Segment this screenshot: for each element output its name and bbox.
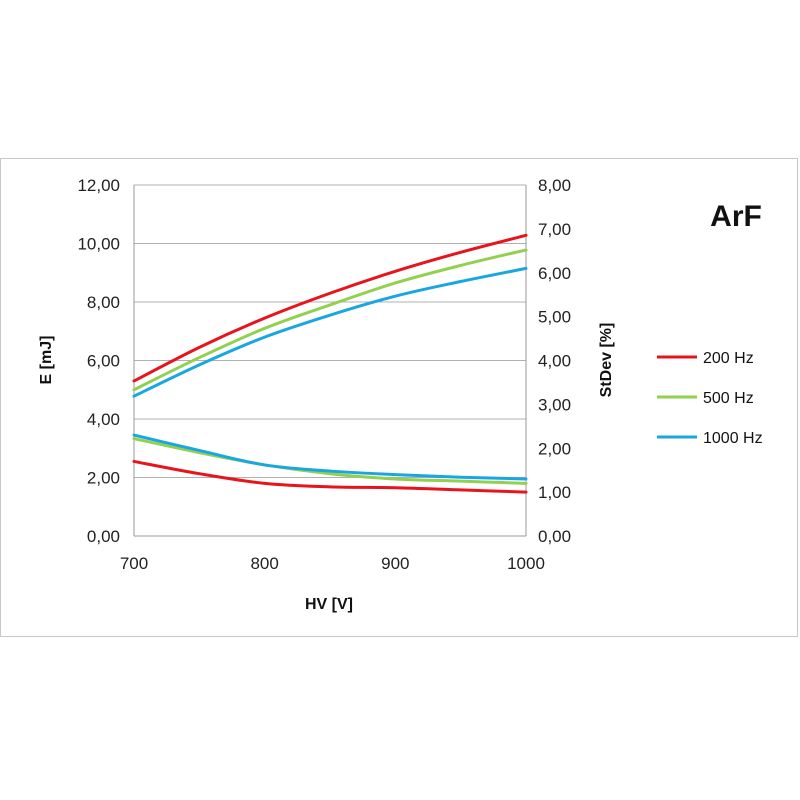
right-tick-label: 2,00 bbox=[538, 439, 571, 458]
left-tick-label: 2,00 bbox=[87, 469, 120, 488]
right-tick-label: 5,00 bbox=[538, 308, 571, 327]
x-axis-title: HV [V] bbox=[305, 596, 353, 613]
legend-label: 500 Hz bbox=[703, 390, 754, 407]
x-tick-label: 900 bbox=[381, 554, 409, 573]
series-line-e-1000-hz bbox=[132, 266, 528, 398]
series-line-e-200-hz bbox=[132, 233, 528, 383]
chart-title: ArF bbox=[710, 200, 762, 233]
x-axis-ticks: 700 800 900 1000 bbox=[120, 554, 545, 573]
left-tick-label: 12,00 bbox=[77, 176, 120, 195]
legend-label: 200 Hz bbox=[703, 350, 754, 367]
left-tick-label: 10,00 bbox=[77, 235, 120, 254]
right-tick-label: 6,00 bbox=[538, 264, 571, 283]
left-axis-title: E [mJ] bbox=[38, 336, 55, 385]
series-lines bbox=[132, 233, 528, 494]
right-tick-label: 1,00 bbox=[538, 483, 571, 502]
right-tick-label: 7,00 bbox=[538, 220, 571, 239]
right-tick-label: 0,00 bbox=[538, 527, 571, 546]
series-line-stdev-500-hz bbox=[132, 437, 528, 485]
x-tick-label: 1000 bbox=[507, 554, 545, 573]
legend: 200 Hz 500 Hz 1000 Hz bbox=[657, 350, 763, 447]
right-axis-title: StDev [%] bbox=[598, 323, 615, 398]
left-tick-label: 0,00 bbox=[87, 527, 120, 546]
right-tick-label: 4,00 bbox=[538, 352, 571, 371]
left-tick-label: 8,00 bbox=[87, 293, 120, 312]
right-tick-label: 3,00 bbox=[538, 395, 571, 414]
series-line-stdev-1000-hz bbox=[132, 433, 528, 481]
right-tick-label: 8,00 bbox=[538, 176, 571, 195]
legend-label: 1000 Hz bbox=[703, 430, 763, 447]
left-axis-ticks: 0,00 2,00 4,00 6,00 8,00 10,00 12,00 bbox=[77, 176, 120, 546]
gridlines bbox=[133, 184, 527, 537]
x-tick-label: 800 bbox=[250, 554, 278, 573]
series-line-stdev-200-hz bbox=[132, 459, 528, 494]
left-tick-label: 6,00 bbox=[87, 352, 120, 371]
series-line-e-500-hz bbox=[132, 248, 528, 392]
x-tick-label: 700 bbox=[120, 554, 148, 573]
right-axis-ticks: 0,00 1,00 2,00 3,00 4,00 5,00 6,00 7,00 8,00 bbox=[538, 176, 571, 546]
left-tick-label: 4,00 bbox=[87, 410, 120, 429]
